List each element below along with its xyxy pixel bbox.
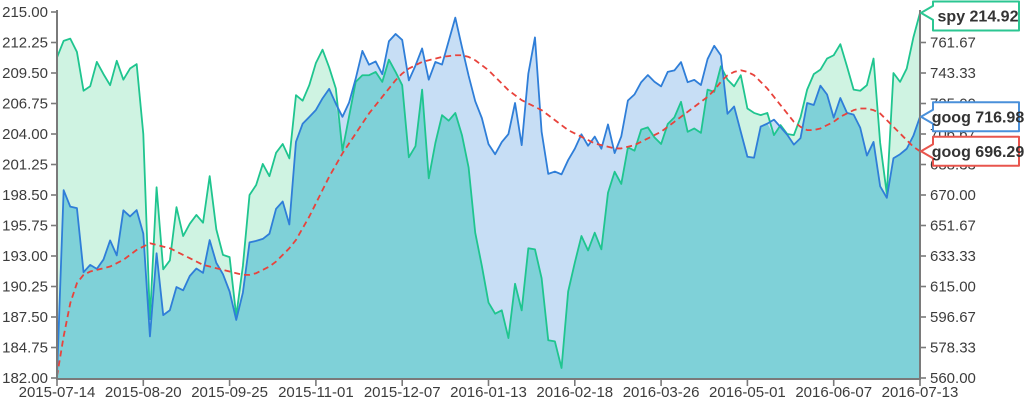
left-axis-tick-label: 204.00 bbox=[2, 126, 48, 143]
left-axis-tick-label: 201.25 bbox=[2, 157, 48, 174]
left-axis-tick-label: 184.75 bbox=[2, 340, 48, 357]
goog-price-callout: goog 696.29 bbox=[920, 135, 1024, 167]
left-axis-tick-label: 198.50 bbox=[2, 187, 48, 204]
goog-price-callout: goog 716.98 bbox=[920, 101, 1024, 133]
price-callout-label: goog 716.98 bbox=[932, 109, 1024, 126]
price-callout-label: goog 696.29 bbox=[932, 144, 1024, 161]
x-axis-tick-label: 2015-12-07 bbox=[364, 384, 441, 400]
x-axis-tick-label: 2016-03-26 bbox=[623, 384, 700, 400]
spy-price-callout: spy 214.92 bbox=[920, 0, 1020, 32]
left-axis-tick-label: 187.50 bbox=[2, 309, 48, 326]
x-axis-tick-label: 2016-07-13 bbox=[882, 384, 959, 400]
x-axis-tick-label: 2015-08-20 bbox=[105, 384, 182, 400]
left-axis-tick-label: 209.50 bbox=[2, 65, 48, 82]
price-callout-box bbox=[920, 101, 1020, 133]
spy-line bbox=[56, 12, 921, 369]
left-axis-tick-label: 193.00 bbox=[2, 248, 48, 265]
axes: 215.00 212.25 209.50 206.75 204.00 201.25 198.… bbox=[2, 4, 976, 400]
x-axis-tick-label: 2016-01-13 bbox=[450, 384, 527, 400]
right-axis-tick-label: 651.67 bbox=[930, 217, 976, 234]
x-axis-tick-label: 2015-11-01 bbox=[278, 384, 354, 400]
right-axis-tick-label: 761.67 bbox=[930, 34, 976, 51]
left-axis-tick-label: 190.25 bbox=[2, 279, 48, 296]
x-axis-tick-label: 2016-06-07 bbox=[795, 384, 872, 400]
price-callout-box bbox=[920, 135, 1020, 167]
left-axis-tick-label: 215.00 bbox=[2, 4, 48, 21]
right-axis-tick-label: 670.00 bbox=[930, 187, 976, 204]
left-axis-tick-label: 212.25 bbox=[2, 35, 48, 52]
right-axis-tick-label: 596.67 bbox=[930, 309, 976, 326]
x-axis-tick-label: 2016-05-01 bbox=[709, 384, 786, 400]
goog-moving-average-line bbox=[56, 54, 921, 377]
left-axis-tick-label: 182.00 bbox=[2, 370, 48, 387]
right-axis-tick-label: 633.33 bbox=[930, 248, 976, 265]
x-axis-tick-label: 2015-09-25 bbox=[191, 384, 268, 400]
right-axis-tick-label: 578.33 bbox=[930, 340, 976, 357]
left-axis-tick-label: 206.75 bbox=[2, 96, 48, 113]
price-callout-label: spy 214.92 bbox=[938, 9, 1019, 26]
x-axis-tick-label: 2015-07-14 bbox=[19, 384, 96, 400]
goog-line bbox=[56, 16, 921, 377]
right-axis-tick-label: 615.00 bbox=[930, 279, 976, 296]
price-callout-box bbox=[920, 0, 1020, 32]
left-axis-tick-label: 195.75 bbox=[2, 218, 48, 235]
overlap-area-fill bbox=[57, 59, 920, 378]
x-axis-tick-label: 2016-02-18 bbox=[536, 384, 613, 400]
right-axis-tick-label: 560.00 bbox=[930, 370, 976, 387]
right-axis-tick-label: 743.33 bbox=[930, 65, 976, 82]
